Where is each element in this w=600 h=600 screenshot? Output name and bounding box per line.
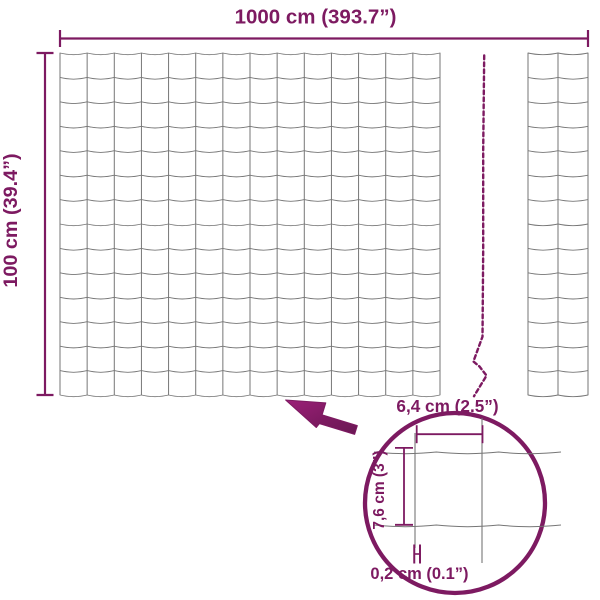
svg-text:6,4 cm (2.5”): 6,4 cm (2.5”): [396, 396, 498, 416]
svg-text:100 cm (39.4”): 100 cm (39.4”): [0, 153, 22, 287]
svg-text:7,6 cm (3”): 7,6 cm (3”): [371, 450, 388, 529]
svg-text:0,2 cm (0.1”): 0,2 cm (0.1”): [370, 565, 468, 583]
svg-text:1000 cm (393.7”): 1000 cm (393.7”): [235, 6, 397, 29]
